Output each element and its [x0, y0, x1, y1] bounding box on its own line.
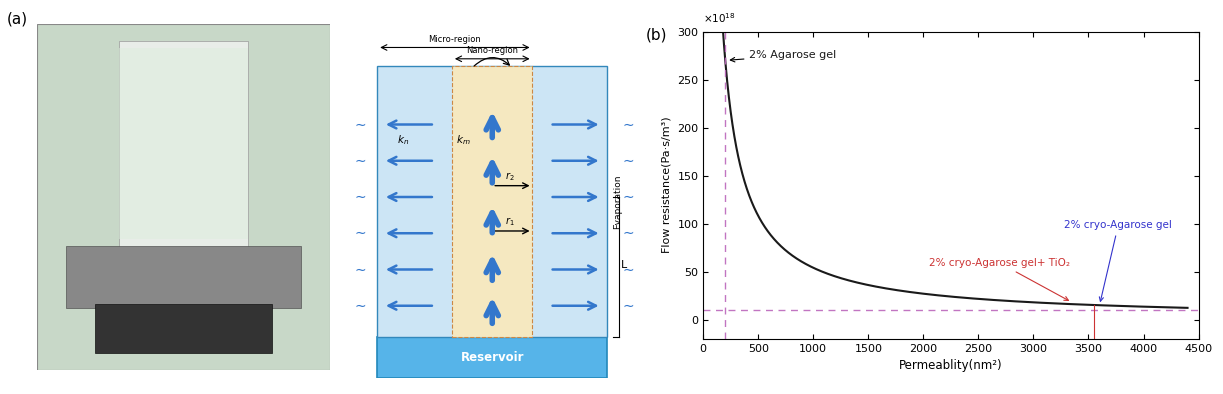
FancyBboxPatch shape — [95, 305, 272, 353]
Text: $k_m$: $k_m$ — [456, 134, 471, 147]
Text: L: L — [621, 260, 627, 270]
Text: ∼: ∼ — [355, 117, 366, 132]
Text: $k_n$: $k_n$ — [397, 134, 410, 147]
Text: Nano-region: Nano-region — [466, 46, 519, 56]
FancyBboxPatch shape — [119, 41, 248, 249]
Text: 2% cryo-Agarose gel+ TiO₂: 2% cryo-Agarose gel+ TiO₂ — [929, 258, 1070, 301]
Text: ∼: ∼ — [355, 190, 366, 204]
Text: ∼: ∼ — [623, 226, 635, 240]
Text: ∼: ∼ — [355, 262, 366, 277]
Text: ∼: ∼ — [623, 154, 635, 168]
Text: $\times10^{18}$: $\times10^{18}$ — [703, 11, 736, 25]
Text: ∼: ∼ — [355, 154, 366, 168]
Text: Reservoir: Reservoir — [461, 351, 523, 364]
Text: Micro-region: Micro-region — [428, 35, 482, 44]
Text: ∼: ∼ — [623, 190, 635, 204]
Text: ∼: ∼ — [355, 299, 366, 313]
FancyBboxPatch shape — [119, 48, 248, 239]
Text: ∼: ∼ — [355, 226, 366, 240]
Text: $r_2$: $r_2$ — [505, 170, 515, 183]
Text: Evaporation: Evaporation — [613, 174, 621, 229]
Text: (b): (b) — [646, 28, 668, 43]
FancyBboxPatch shape — [377, 66, 608, 337]
FancyBboxPatch shape — [377, 337, 608, 378]
Text: 2% cryo-Agarose gel: 2% cryo-Agarose gel — [1064, 220, 1172, 301]
Y-axis label: Flow resistance(Pa·s/m³): Flow resistance(Pa·s/m³) — [662, 117, 671, 253]
Text: ∼: ∼ — [623, 299, 635, 313]
Text: 2% Agarose gel: 2% Agarose gel — [730, 50, 837, 62]
FancyBboxPatch shape — [66, 245, 301, 308]
Text: (a): (a) — [6, 12, 27, 27]
FancyBboxPatch shape — [453, 66, 532, 337]
Text: ∼: ∼ — [623, 117, 635, 132]
X-axis label: Permeablity(nm²): Permeablity(nm²) — [899, 359, 1003, 372]
FancyBboxPatch shape — [37, 24, 330, 370]
Text: ∼: ∼ — [623, 262, 635, 277]
Text: $r_1$: $r_1$ — [505, 215, 515, 228]
